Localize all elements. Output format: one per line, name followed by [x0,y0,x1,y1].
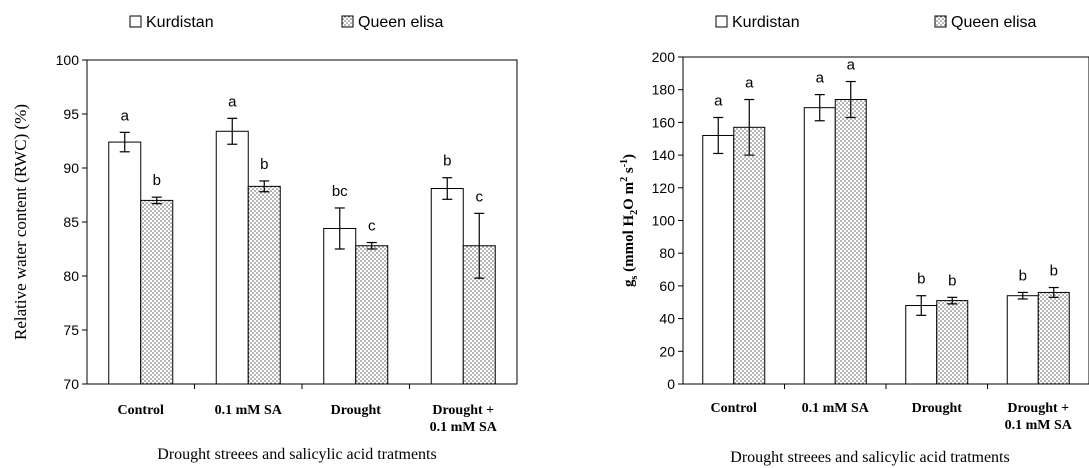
y-tick-label: 140 [652,147,676,163]
y-tick-label: 75 [63,322,79,338]
y-tick-label: 85 [63,214,79,230]
y-tick-label: 80 [659,245,675,261]
significance-letter: b [260,156,268,173]
y-axis-label: Relative water content (RWC) (%) [11,104,30,340]
bar-kurdistan [1006,295,1039,385]
bar-queen-elisa [1037,291,1070,385]
category-label: Drought + [1007,401,1069,416]
y-tick-label: 100 [652,213,676,229]
legend-swatch-queen-elisa [934,15,947,28]
bar-kurdistan [803,107,836,385]
gs-chart: Kurdistan Queen elisa 0 20 40 60 80 100 120 140 16… [619,14,1089,466]
bar-queen-elisa [936,300,969,385]
y-tick-label: 100 [56,52,80,68]
significance-letter: bc [332,183,348,200]
bar-kurdistan [905,305,938,385]
legend-swatch-queen-elisa [341,15,354,28]
significance-letter: b [1019,267,1027,284]
y-tick-label: 160 [652,114,676,130]
bar-kurdistan [215,130,249,385]
y-tick-label: 200 [652,49,676,65]
bar-kurdistan [323,227,357,385]
y-tick-label: 95 [63,106,79,122]
legend-label: Kurdistan [732,14,800,31]
bar-queen-elisa [355,245,389,385]
category-label: Control [711,401,758,416]
legend-swatch-kurdistan [715,15,728,28]
y-tick-label: 0 [667,376,675,392]
category-label: 0.1 mM SA [430,420,498,435]
significance-letter: b [1050,263,1058,280]
category-label: 0.1 mM SA [215,403,283,418]
category-label: Drought [331,403,382,418]
significance-letter: a [847,57,856,74]
y-tick-label: 80 [63,268,79,284]
category-label: Drought + [432,403,494,418]
y-tick-label: 60 [659,278,675,294]
significance-letter: b [443,153,451,170]
category-label: Drought [912,401,963,416]
category-label: Control [118,403,165,418]
category-label: 0.1 mM SA [802,401,870,416]
bar-kurdistan [430,188,464,385]
legend-swatch-kurdistan [129,15,142,28]
significance-letter: a [121,107,130,124]
significance-letter: c [368,218,376,235]
bar-kurdistan [702,134,735,385]
legend-label: Queen elisa [358,14,443,31]
significance-letter: b [948,272,956,289]
y-tick-label: 180 [652,82,676,98]
significance-letter: a [228,93,237,110]
bar-queen-elisa [834,99,867,385]
bar-queen-elisa [733,126,766,385]
legend-label: Queen elisa [951,14,1036,31]
y-tick-label: 90 [63,160,79,176]
y-tick-label: 120 [652,180,676,196]
bar-queen-elisa [247,185,281,385]
rwc-chart: Kurdistan Queen elisa 70 75 80 85 90 95 100 a b Con… [11,14,518,463]
x-axis-label: Drought streees and salicylic acid tratm… [157,446,436,463]
significance-letter: a [714,92,723,109]
y-tick-label: 20 [659,343,675,359]
bar-kurdistan [108,141,142,385]
significance-letter: b [917,271,925,288]
category-label: 0.1 mM SA [1005,418,1073,433]
significance-letter: b [153,172,161,189]
significance-letter: c [476,188,484,205]
y-tick-label: 40 [659,311,675,327]
significance-letter: a [745,75,754,92]
legend-label: Kurdistan [146,14,214,31]
y-axis-label: gs (mmol H2O m2 s-1) [619,154,640,287]
x-axis-label: Drought streees and salicylic acid tratm… [730,449,1009,466]
bar-queen-elisa [140,199,174,385]
significance-letter: a [816,70,825,87]
y-tick-label: 70 [63,376,79,392]
